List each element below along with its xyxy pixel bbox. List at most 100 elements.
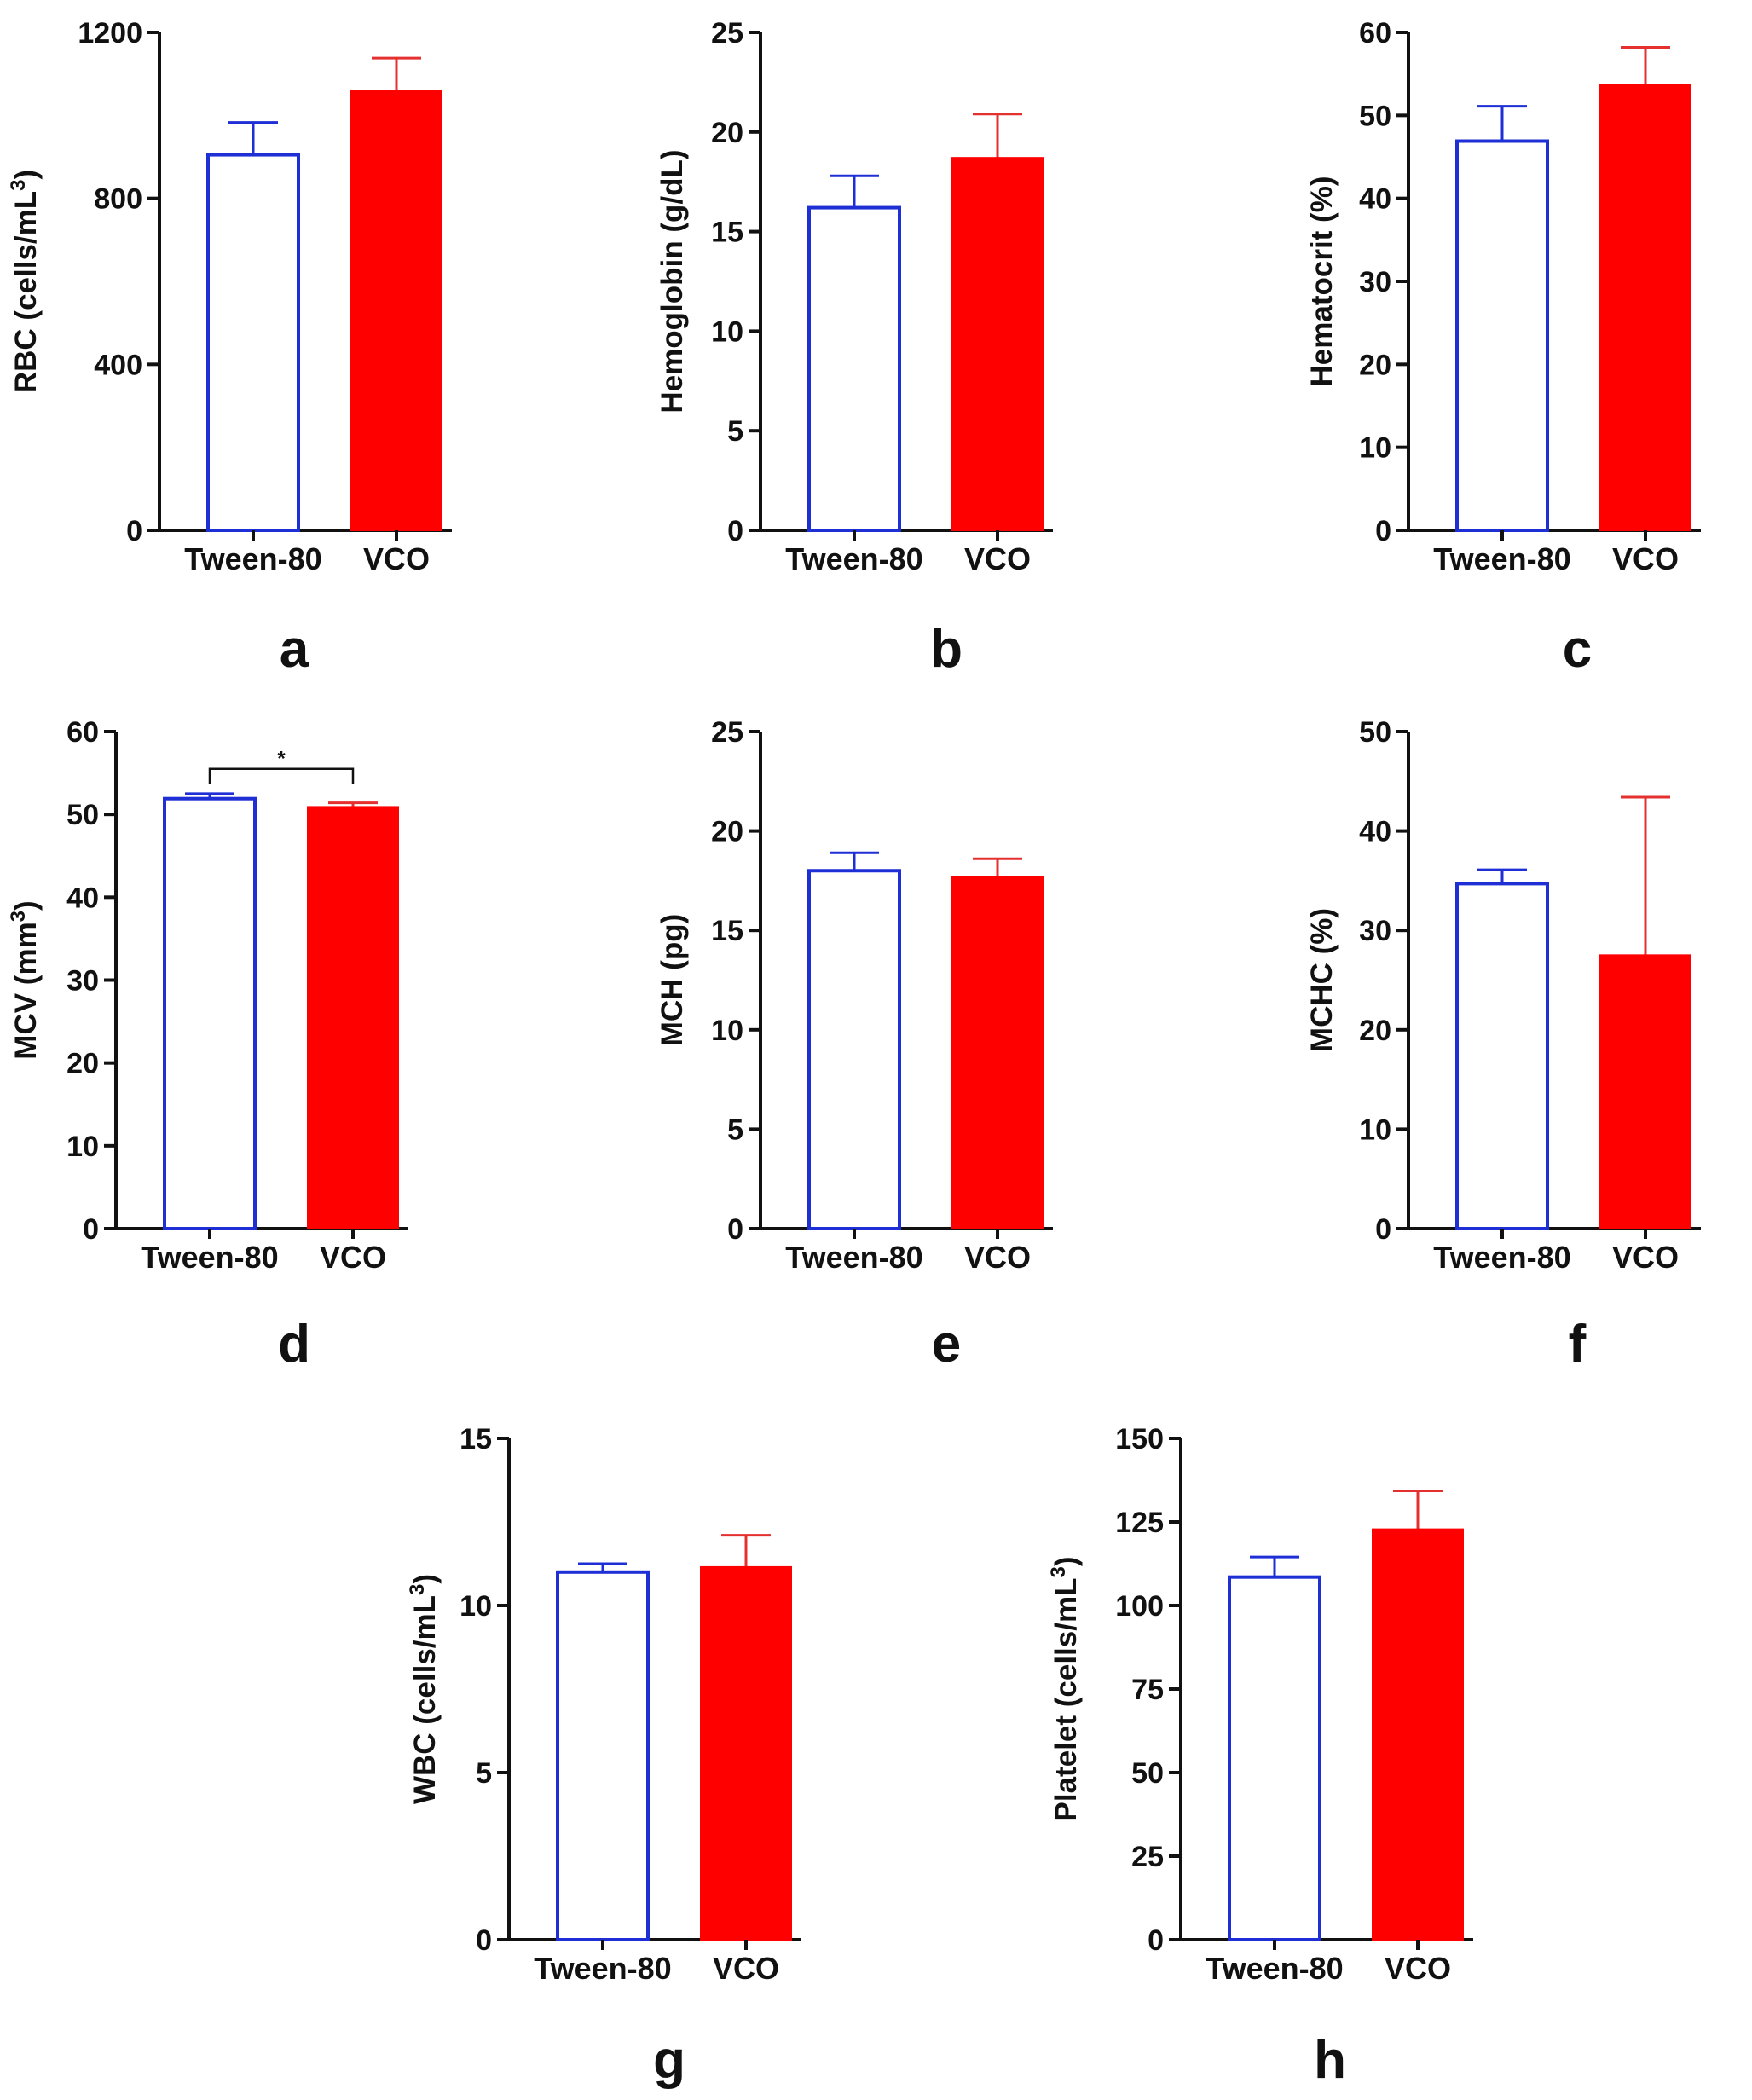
chart-panel-e: 0 5 10 15 20 25 Tween-80 VCO MCH (pg) e (656, 716, 1053, 1374)
y-tick-label: 10 (1359, 1114, 1391, 1146)
x-category-label: VCO (1612, 541, 1679, 576)
significance-bracket (208, 767, 355, 784)
y-axis-title-suffix: ) (1049, 1557, 1083, 1567)
y-tick-label: 15 (711, 915, 743, 947)
y-tick-label: 0 (1375, 515, 1391, 547)
y-axis-title-text: WBC (cells/mL (408, 1595, 442, 1804)
y-tick-label: 0 (1148, 1924, 1164, 1957)
bar-tween-80 (1455, 882, 1549, 1230)
y-tick-label: 10 (711, 1015, 743, 1047)
y-axis-title-suffix: ) (9, 900, 43, 911)
bar-vco (700, 1565, 792, 1941)
y-tick-label: 30 (1359, 915, 1391, 947)
y-tick-label: 5 (727, 415, 743, 448)
panel-label: h (1314, 2031, 1346, 2090)
y-axis-title: Hematocrit (%) (1305, 176, 1339, 387)
bar-tween-80 (556, 1570, 650, 1942)
bar-vco (307, 806, 399, 1230)
y-axis-title-text: Hemoglobin (g/dL) (656, 149, 689, 413)
y-tick-label: 10 (460, 1590, 492, 1623)
y-tick-label: 10 (1359, 432, 1391, 465)
y-tick-label: 25 (711, 17, 743, 49)
y-tick-label: 30 (66, 965, 99, 998)
y-axis-title: Hemoglobin (g/dL) (656, 149, 689, 413)
x-category-label: Tween-80 (1206, 1951, 1343, 1986)
x-category-label: Tween-80 (1433, 1240, 1570, 1275)
panel-label: b (930, 620, 963, 679)
y-axis-title-text: RBC (cells/mL (9, 191, 43, 393)
panel-label: d (278, 1315, 310, 1374)
y-tick-label: 50 (1131, 1757, 1164, 1790)
y-axis-title: MCV (mm3) (7, 900, 43, 1059)
y-axis-title-text: MCH (pg) (656, 914, 689, 1047)
bar-tween-80 (1228, 1575, 1321, 1942)
chart-panel-b: 0 5 10 15 20 25 Tween-80 VCO Hemoglobin (g/dL) b (656, 17, 1053, 679)
bar-tween-80 (807, 205, 901, 532)
y-tick-label: 30 (1359, 266, 1391, 298)
y-tick-label: 0 (1375, 1213, 1391, 1246)
y-axis-title-text: MCHC (%) (1305, 908, 1339, 1052)
x-category-label: VCO (363, 541, 430, 576)
bar-vco (350, 90, 442, 531)
y-tick-label: 40 (1359, 183, 1391, 216)
y-tick-label: 0 (476, 1924, 492, 1957)
y-tick-label: 50 (1359, 716, 1391, 749)
y-tick-label: 5 (727, 1114, 743, 1146)
y-axis-title-suffix: ) (9, 170, 43, 180)
chart-panel-h: 0 25 50 75 100 125 150 Tween-80 VCO Platelet (cel… (1047, 1423, 1473, 2090)
y-tick-label: 0 (83, 1213, 99, 1246)
x-category-label: Tween-80 (1433, 541, 1570, 576)
chart-panel-a: 0 400 800 1200 Tween-80 VCO RBC (cells/mL3) a (7, 17, 452, 679)
y-tick-label: 10 (66, 1131, 99, 1163)
x-category-label: VCO (713, 1951, 779, 1986)
x-category-label: Tween-80 (785, 541, 922, 576)
y-tick-label: 0 (727, 515, 743, 547)
panel-label: g (653, 2031, 685, 2090)
bar-tween-80 (1455, 139, 1549, 533)
y-axis-title-superscript: 3 (7, 911, 30, 922)
y-tick-label: 10 (711, 315, 743, 348)
y-tick-label: 25 (1131, 1841, 1164, 1873)
panel-label: e (932, 1315, 961, 1374)
x-category-label: Tween-80 (785, 1240, 922, 1275)
y-tick-label: 20 (66, 1048, 99, 1080)
y-axis-title-text: Platelet (cells/mL (1049, 1578, 1083, 1822)
x-category-label: VCO (320, 1240, 386, 1275)
y-axis-title-superscript: 3 (1047, 1566, 1070, 1577)
y-axis-title-superscript: 3 (406, 1584, 429, 1595)
chart-panel-f: 0 10 20 30 40 50 Tween-80 VCO MCHC (%) f (1305, 716, 1701, 1374)
chart-panel-c: 0 10 20 30 40 50 60 Tween-80 VCO Hematocrit (%) c (1305, 17, 1701, 679)
chart-panel-g: 0 5 10 15 Tween-80 VCO WBC (cells/mL3) g (406, 1423, 801, 2090)
y-tick-label: 15 (460, 1423, 492, 1455)
y-axis-title-superscript: 3 (7, 180, 30, 191)
y-axis-title: Platelet (cells/mL3) (1047, 1557, 1083, 1822)
y-tick-label: 40 (1359, 816, 1391, 848)
x-category-label: VCO (964, 1240, 1031, 1275)
panel-label: c (1563, 620, 1592, 679)
y-tick-label: 15 (711, 217, 743, 249)
x-category-label: Tween-80 (534, 1951, 671, 1986)
bar-vco (1372, 1528, 1464, 1941)
y-tick-label: 125 (1115, 1507, 1164, 1539)
x-category-label: Tween-80 (141, 1240, 278, 1275)
panel-label: f (1569, 1315, 1587, 1374)
significance-label: * (277, 748, 286, 771)
y-tick-label: 20 (711, 117, 743, 149)
bar-vco (951, 157, 1044, 531)
y-tick-label: 5 (476, 1757, 492, 1790)
bar-vco (951, 876, 1044, 1229)
y-tick-label: 75 (1131, 1674, 1164, 1706)
bar-vco (1599, 954, 1691, 1229)
x-category-label: VCO (1612, 1240, 1679, 1275)
y-tick-label: 0 (126, 515, 142, 547)
y-axis-title: MCHC (%) (1305, 908, 1339, 1052)
y-tick-label: 60 (66, 716, 99, 749)
bar-vco (1599, 84, 1691, 531)
bar-tween-80 (206, 153, 300, 532)
y-axis-title: MCH (pg) (656, 914, 689, 1047)
y-tick-label: 20 (1359, 1015, 1391, 1047)
y-axis-title-suffix: ) (408, 1574, 442, 1584)
y-axis-title: WBC (cells/mL3) (406, 1574, 442, 1804)
bar-tween-80 (807, 869, 901, 1230)
y-tick-label: 400 (94, 349, 142, 381)
